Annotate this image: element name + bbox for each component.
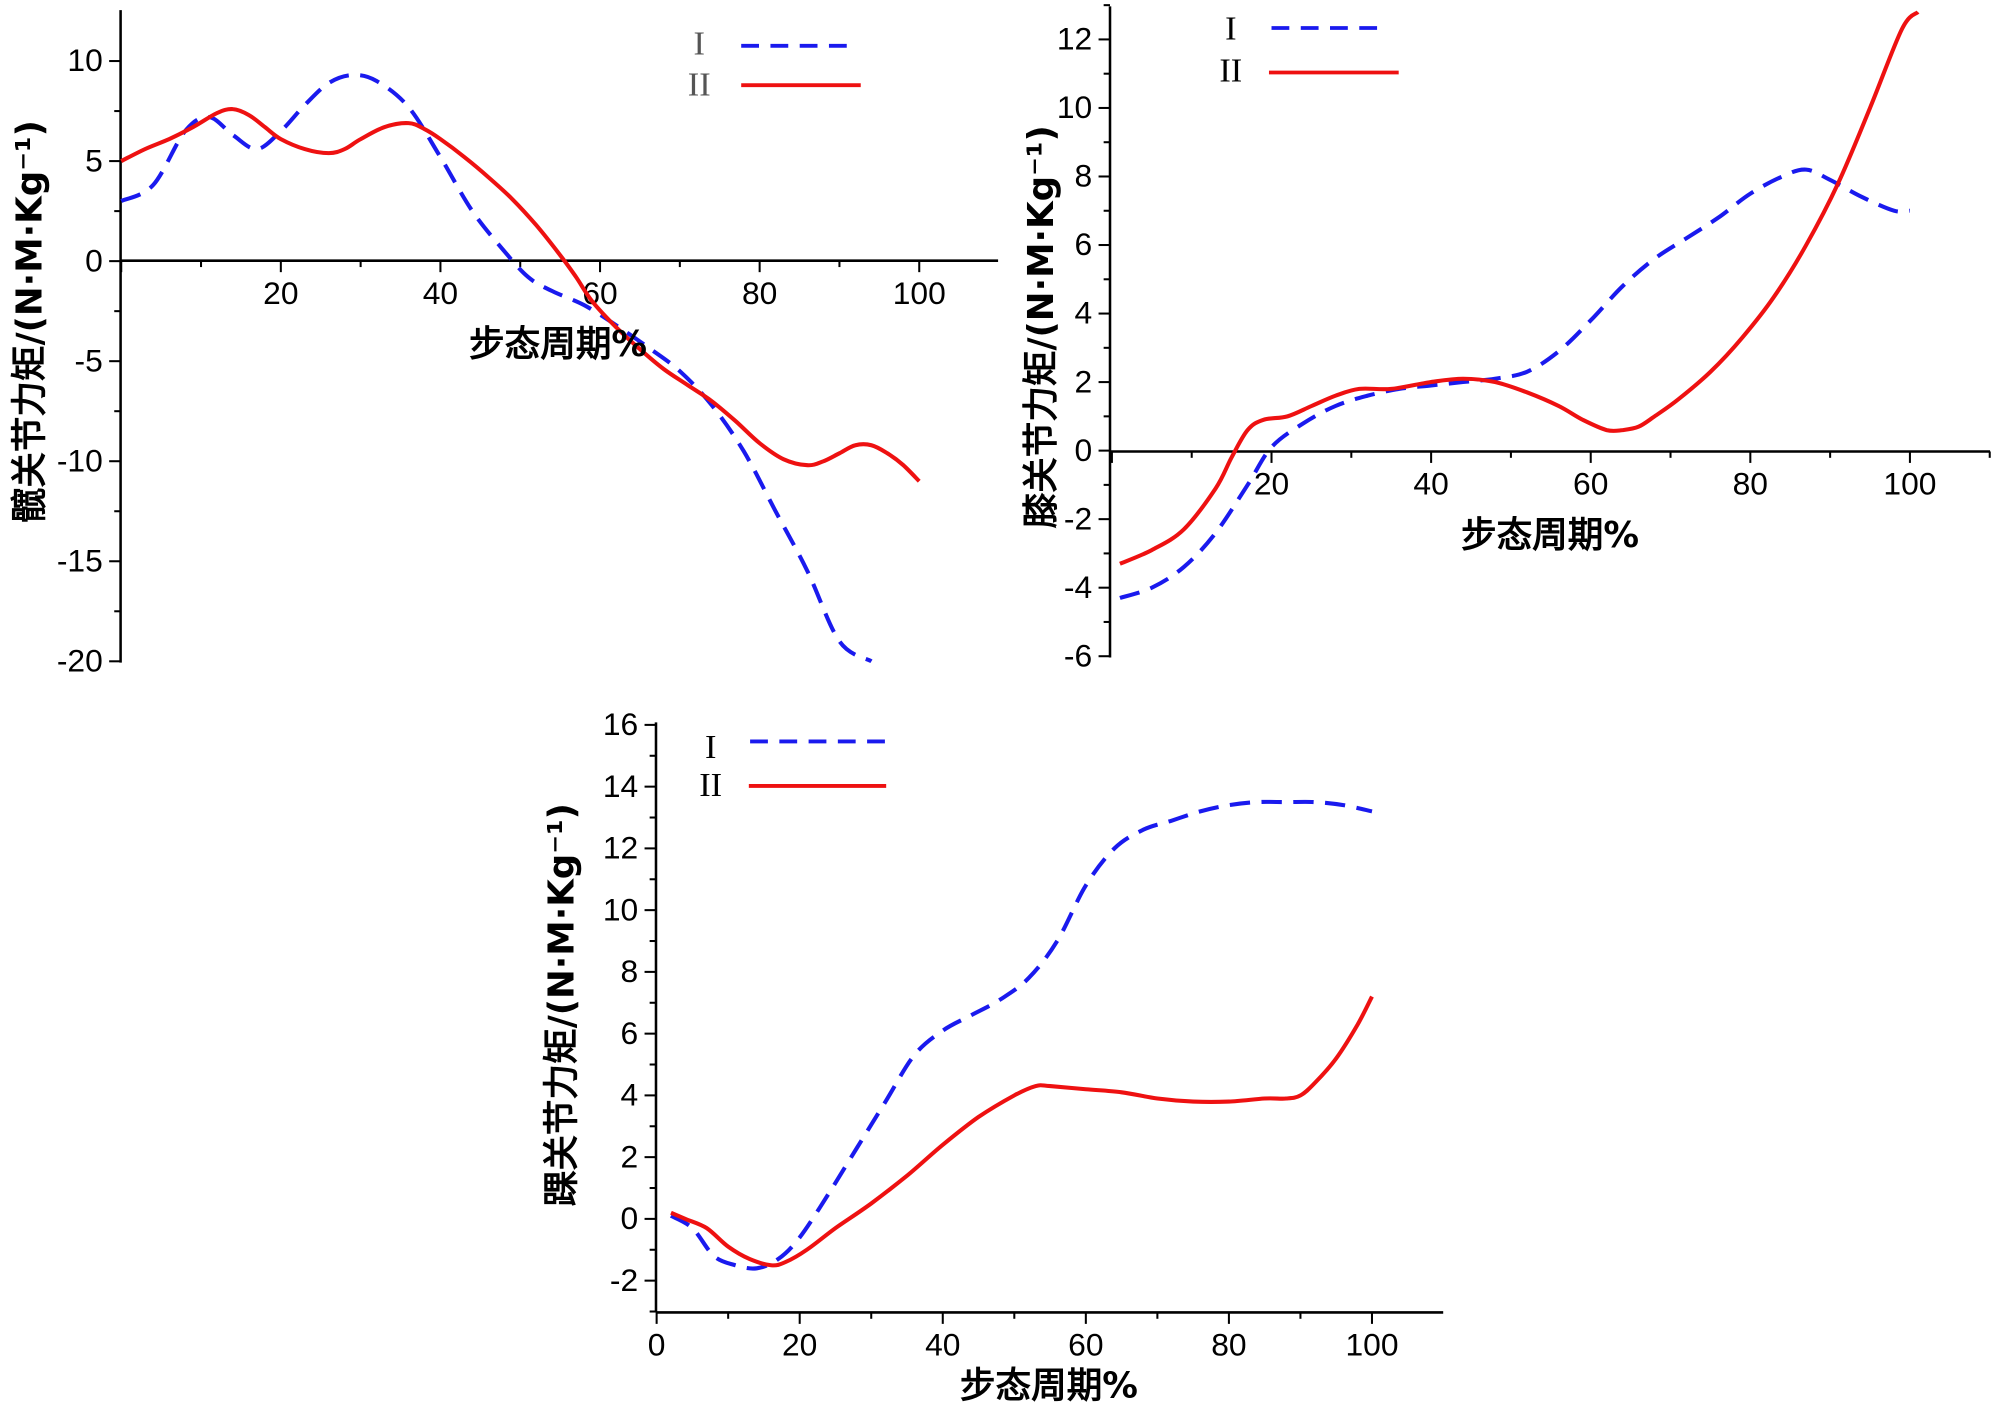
hip-y-tick-label: 0 [85, 242, 103, 278]
knee-y-axis-title: 膝关节力矩/(N·M·Kg⁻¹) [1021, 125, 1062, 528]
ankle-x-tick-label: 100 [1345, 1327, 1398, 1363]
knee-x-tick-label: 60 [1573, 466, 1608, 502]
knee-series-i-line [1119, 167, 1911, 600]
hip-y-tick-label: -10 [57, 442, 103, 478]
knee-y-tick-label: 8 [1075, 158, 1093, 194]
hip-x-tick-label: 20 [263, 275, 298, 311]
knee-y-tick-label: 6 [1075, 226, 1093, 262]
knee-x-tick-label: 20 [1254, 466, 1289, 502]
ankle-y-tick-label: 16 [603, 706, 638, 742]
ankle-x-axis-title: 步态周期% [960, 1366, 1138, 1404]
knee-x-tick-label: 80 [1733, 466, 1768, 502]
ankle-x-tick-label: 80 [1211, 1327, 1246, 1363]
ankle-y-tick-label: 4 [621, 1077, 639, 1113]
ankle-y-tick-label: 14 [603, 768, 638, 804]
hip-series-i-line [120, 72, 873, 664]
knee-y-tick-label: 10 [1057, 89, 1092, 125]
hip-legend-label-ii: II [688, 65, 711, 103]
hip-legend-label-i: I [694, 25, 705, 63]
knee-y-tick-label: 0 [1075, 432, 1093, 468]
ankle-x-tick-label: 60 [1068, 1327, 1103, 1363]
knee-y-tick-label: 12 [1057, 21, 1092, 57]
knee-x-tick-label: 40 [1413, 466, 1448, 502]
ankle-x-tick-label: 40 [925, 1327, 960, 1363]
ankle-x-tick-label: 0 [648, 1327, 666, 1363]
knee-y-tick-label: 4 [1075, 295, 1093, 331]
hip-x-axis-title: 步态周期% [469, 324, 647, 365]
ankle-y-tick-label: 10 [603, 891, 638, 927]
knee-legend-label-i: I [1225, 9, 1236, 47]
hip-y-tick-label: 10 [67, 42, 102, 78]
ankle-y-tick-label: 6 [621, 1015, 639, 1051]
hip-y-tick-label: 5 [85, 142, 103, 178]
hip-y-tick-label: -15 [57, 542, 103, 578]
ankle-x-tick-label: 20 [782, 1327, 817, 1363]
knee-series-ii-line [1119, 10, 1920, 566]
ankle-y-axis-title: 踝关节力矩/(N·M·Kg⁻¹) [541, 803, 582, 1206]
ankle-y-tick-label: 0 [621, 1200, 639, 1236]
ankle-legend-label-ii: II [699, 766, 722, 804]
ankle-y-tick-label: 2 [621, 1138, 639, 1174]
hip-y-axis-title: 髋关节力矩/(N·M·Kg⁻¹) [10, 120, 51, 523]
hip-x-tick-label: 100 [893, 275, 946, 311]
hip-series-ii-line [120, 107, 921, 483]
ankle-legend: I II [699, 728, 888, 804]
knee-y-tick-label: -2 [1064, 500, 1092, 536]
ankle-series-i-line [669, 799, 1373, 1271]
knee-x-tick-label: 100 [1883, 466, 1936, 502]
hip-legend: I II [688, 25, 861, 103]
hip-y-tick-label: -20 [57, 642, 103, 678]
ankle-legend-label-i: I [705, 728, 716, 766]
hip-y-tick-label: -5 [75, 342, 103, 378]
knee-legend: I II [1219, 9, 1399, 89]
hip-x-tick-label: 80 [742, 275, 777, 311]
ankle-y-tick-label: 8 [621, 953, 639, 989]
knee-y-tick-label: -6 [1064, 637, 1092, 673]
hip-x-tick-label: 40 [423, 275, 458, 311]
knee-y-tick-label: 2 [1075, 363, 1093, 399]
ankle-series-ii-line [670, 995, 1374, 1268]
knee-x-axis-title: 步态周期% [1461, 515, 1639, 556]
knee-y-tick-label: -4 [1064, 569, 1092, 605]
knee-legend-label-ii: II [1219, 51, 1242, 89]
ankle-y-tick-label: -2 [610, 1262, 638, 1298]
ankle-y-tick-label: 12 [603, 830, 638, 866]
